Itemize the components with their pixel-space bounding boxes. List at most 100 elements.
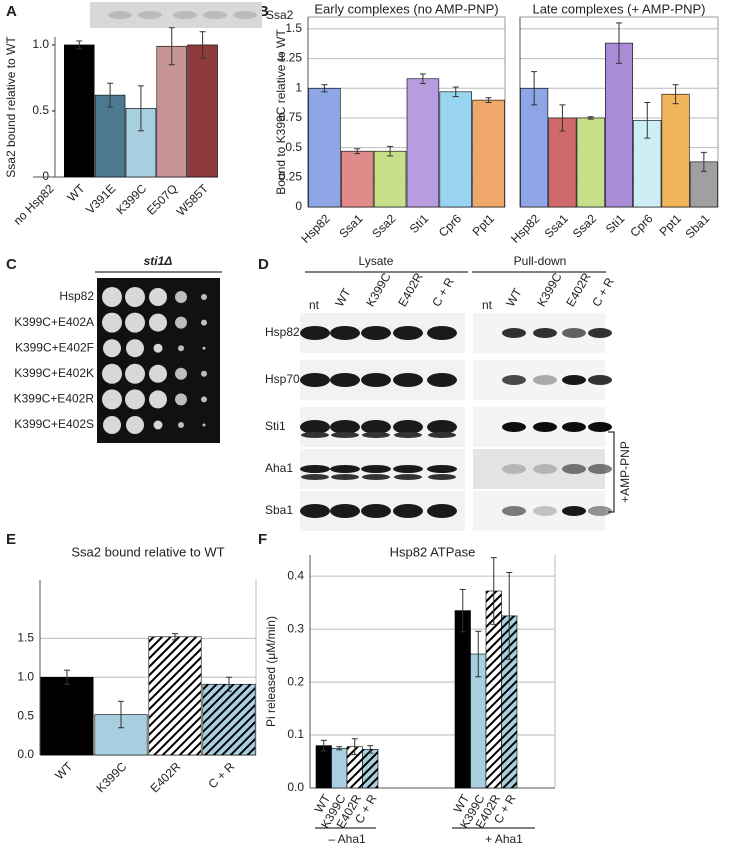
bar	[661, 93, 690, 208]
colony-spot	[178, 345, 184, 352]
x-tick-label: Sti1	[603, 211, 628, 236]
protein-label: Hsp82	[265, 325, 300, 339]
y-tick-label: 1.5	[17, 631, 34, 645]
colony-spot	[202, 423, 206, 427]
bar	[520, 87, 549, 208]
blot-band	[588, 328, 612, 338]
y-tick-label: 1.0	[32, 37, 49, 51]
lane-label: E402R	[395, 270, 426, 309]
bar	[40, 676, 94, 756]
lane-label: nt	[482, 298, 493, 312]
blot-band	[502, 464, 526, 474]
blot-band	[394, 474, 422, 480]
panel-label: F	[258, 531, 267, 548]
blot-band	[331, 432, 359, 438]
x-tick-label: WT	[52, 759, 76, 783]
blot-band	[393, 326, 423, 340]
blot-band	[361, 420, 391, 434]
colony-spot	[125, 363, 145, 384]
blot-band	[362, 432, 390, 438]
colony-spot	[126, 416, 144, 434]
bracket-label: +AMP-PNP	[618, 441, 632, 503]
colony-spot	[102, 389, 122, 410]
colony-spot	[149, 313, 167, 332]
blot-band	[361, 373, 391, 387]
colony-spot	[102, 287, 122, 307]
protein-label: Sti1	[265, 419, 286, 433]
bar	[373, 150, 407, 208]
colony-spot	[201, 370, 207, 377]
x-tick-label: Sba1	[683, 211, 713, 241]
chart-title: Early complexes (no AMP-PNP)	[314, 1, 498, 16]
bar	[439, 91, 472, 208]
bar	[63, 44, 95, 178]
blot-band	[108, 11, 132, 19]
strain-label: K399C+E402S	[14, 417, 94, 431]
bar-hatch	[148, 636, 202, 755]
lane-label: C + R	[429, 275, 457, 309]
bar	[548, 117, 577, 208]
blot-band	[533, 422, 557, 432]
panel-label: B	[258, 3, 269, 20]
bar	[472, 99, 505, 208]
bar-hatch	[347, 746, 363, 788]
blot-band	[301, 474, 329, 480]
colony-spot	[175, 316, 187, 329]
x-tick-label: K399C	[94, 759, 130, 795]
colony-spot	[175, 393, 187, 406]
blot-band	[393, 373, 423, 387]
x-tick-label: C + R	[206, 759, 238, 791]
bar-hatch	[202, 684, 256, 755]
strain-label: Hsp82	[59, 289, 94, 303]
y-axis-label: Ssa2 bound relative to WT	[4, 36, 18, 178]
colony-spot	[125, 389, 145, 410]
colony-spot	[202, 346, 206, 350]
colony-spot	[149, 364, 167, 383]
blot-band	[138, 11, 162, 19]
blot-band	[427, 373, 457, 387]
x-tick-label: Cpr6	[436, 211, 465, 240]
y-tick-label: 0.5	[285, 140, 302, 154]
blot-band	[361, 326, 391, 340]
blot-band	[300, 504, 330, 518]
protein-label: Aha1	[265, 461, 293, 475]
bar	[454, 610, 471, 789]
protein-label: Hsp70	[265, 372, 300, 386]
strain-label: K399C+E402R	[14, 392, 95, 406]
blot-band	[533, 506, 557, 516]
y-tick-label: 0.3	[287, 621, 304, 635]
y-tick-label: 0.1	[287, 727, 304, 741]
blot-band	[330, 504, 360, 518]
x-tick-label: WT	[65, 181, 89, 205]
lane-label: nt	[309, 298, 320, 312]
x-tick-label: Ssa2	[369, 211, 398, 240]
blot-band	[362, 474, 390, 480]
x-tick-label: Hsp82	[298, 211, 333, 246]
colony-spot	[149, 288, 167, 306]
group-label: + Aha1	[485, 832, 523, 846]
y-tick-label: 0	[295, 199, 302, 213]
x-tick-label: W585T	[174, 181, 212, 219]
blot-band	[533, 328, 557, 338]
blot-band	[562, 328, 586, 338]
colony-spot	[102, 363, 122, 384]
panel-label: E	[6, 531, 16, 548]
x-tick-label: no Hsp82	[11, 181, 57, 227]
bar-hatch	[501, 615, 517, 788]
y-tick-label: 0.5	[32, 103, 49, 117]
protein-label: Sba1	[265, 503, 293, 517]
y-tick-label: 0.75	[279, 110, 303, 124]
y-tick-label: 1.0	[17, 669, 34, 683]
colony-spot	[125, 312, 145, 333]
bar-hatch	[486, 591, 502, 788]
blot-band	[502, 375, 526, 385]
colony-spot	[201, 396, 207, 403]
lane-label: K399C	[363, 270, 394, 309]
blot-band	[427, 504, 457, 518]
x-tick-label: Ppt1	[657, 211, 685, 239]
lane-label: WT	[503, 285, 525, 309]
x-tick-label: Ssa2	[570, 211, 599, 240]
panel-label: D	[258, 256, 269, 273]
colony-spot	[201, 294, 207, 300]
colony-spot	[103, 416, 121, 434]
